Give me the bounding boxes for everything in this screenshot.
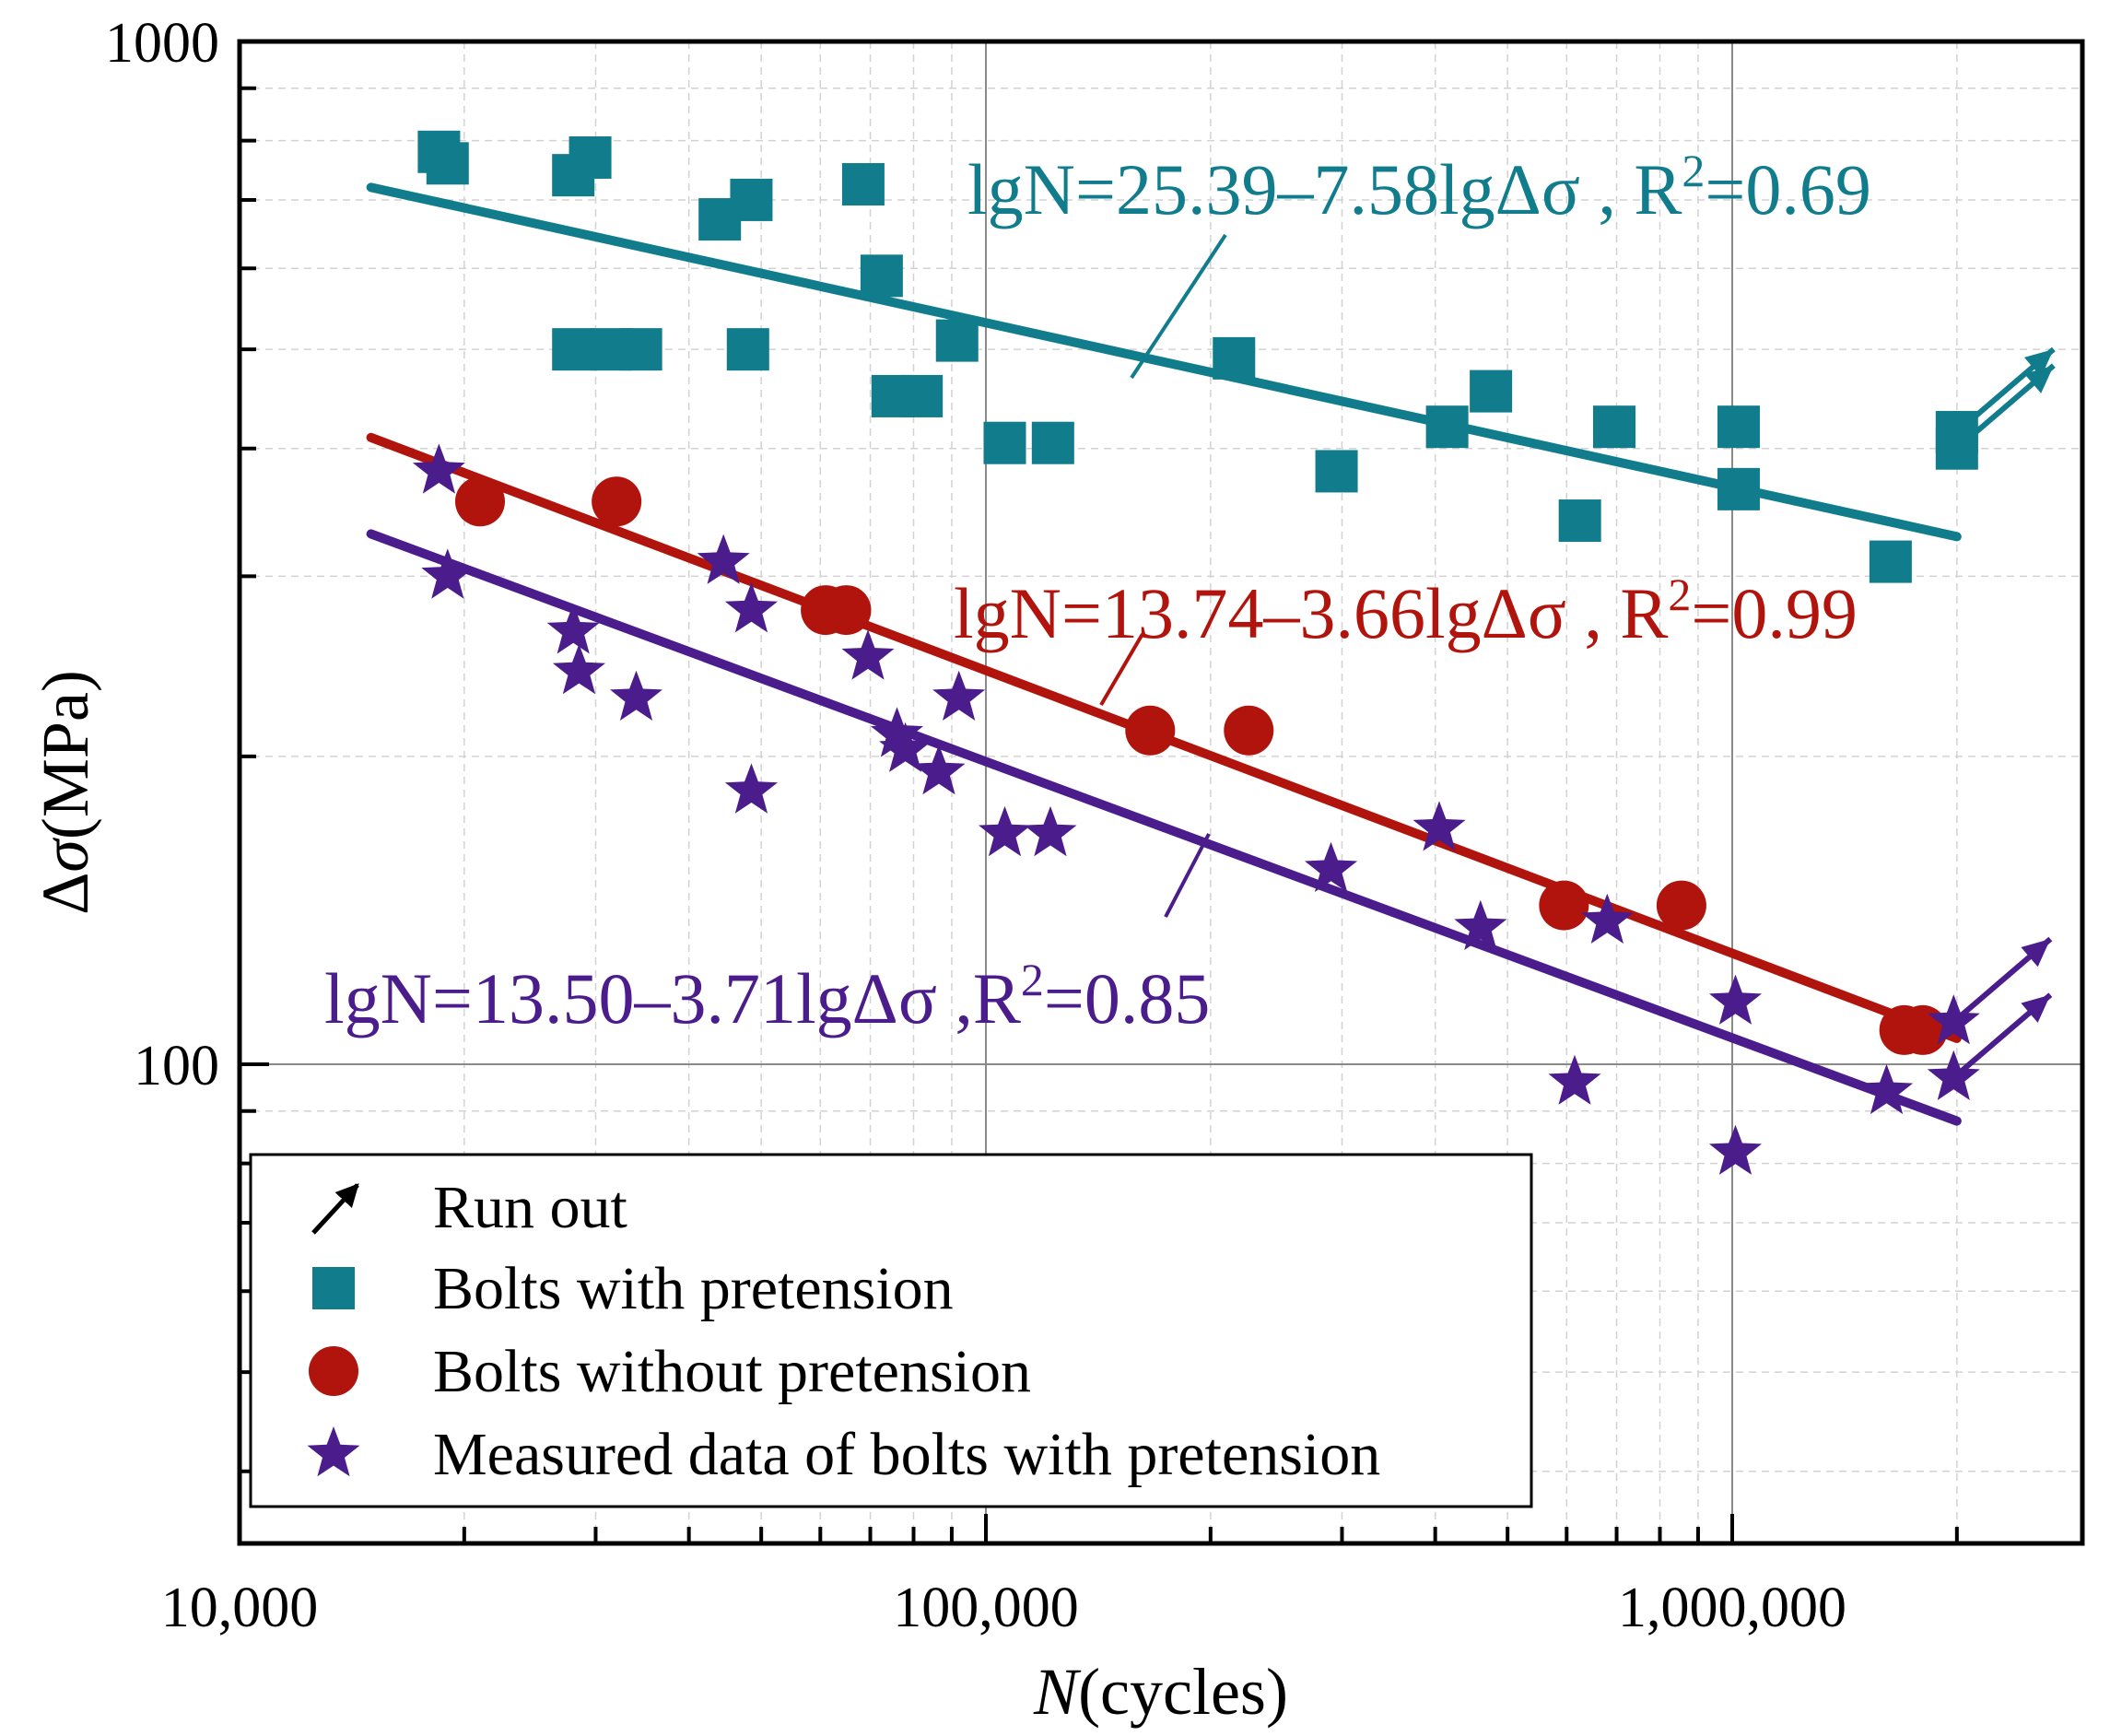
- square-point: [841, 163, 885, 206]
- y-tick-label: 1000: [105, 12, 219, 75]
- circle-point: [1539, 880, 1589, 931]
- legend-label: Measured data of bolts with pretension: [433, 1421, 1380, 1488]
- legend-star-icon: [307, 1426, 360, 1477]
- fit-equation-label: lgN=13.50–3.71lgΔσ ,R2=0.85: [324, 954, 1210, 1038]
- square-point: [860, 254, 903, 298]
- circle-point: [592, 476, 642, 527]
- star-point: [546, 604, 600, 654]
- axis-ticks: 10,000 100,000 1,000,000 100 1000: [105, 12, 1959, 1639]
- runout-arrowhead: [2021, 939, 2051, 968]
- y-axis-title: Δσ(MPa): [29, 670, 102, 915]
- star-point: [912, 745, 966, 795]
- circle-point: [1224, 705, 1274, 756]
- square-point: [1717, 405, 1760, 449]
- star-point: [1024, 805, 1077, 857]
- star-point: [1548, 1054, 1601, 1105]
- runout-arrowhead: [2021, 994, 2051, 1023]
- square-point: [1213, 336, 1256, 380]
- square-point: [1470, 369, 1513, 413]
- star-point: [1454, 899, 1507, 950]
- square-point: [730, 178, 773, 221]
- star-point: [870, 707, 923, 757]
- star-point: [1709, 1124, 1762, 1175]
- x-axis-title: N(cycles): [1033, 1655, 1288, 1729]
- legend-box: [249, 1153, 1533, 1508]
- y-tick-label: 100: [134, 1035, 219, 1097]
- star-point: [724, 763, 778, 814]
- circle-point: [1125, 705, 1176, 756]
- square-point: [983, 421, 1026, 464]
- square-point: [900, 374, 944, 417]
- legend-arrow-icon: [311, 1183, 359, 1235]
- legend-label: Bolts with pretension: [433, 1255, 954, 1322]
- star-point: [421, 548, 475, 599]
- runout-arrowhead: [2023, 348, 2054, 378]
- square-point: [726, 328, 769, 371]
- fit-equation-label: lgN=25.39–7.58lgΔσ , R2=0.69: [967, 145, 1871, 229]
- legend-label: Bolts without pretension: [433, 1338, 1031, 1405]
- star-point: [412, 443, 465, 494]
- equation-leader-line: [1164, 833, 1211, 918]
- star-point: [879, 721, 932, 772]
- square-point: [1558, 499, 1601, 543]
- square-point: [1593, 405, 1636, 449]
- legend-label: Run out: [433, 1174, 627, 1241]
- data-points: [412, 130, 1980, 1175]
- circle-point: [454, 476, 505, 527]
- square-point: [1031, 421, 1074, 464]
- star-point: [1580, 893, 1634, 944]
- square-point: [935, 319, 979, 362]
- square-point: [1315, 450, 1358, 493]
- x-tick-label: 100,000: [893, 1577, 1079, 1639]
- fit-equations: lgN=25.39–7.58lgΔσ , R2=0.69 lgN=13.74–3.…: [324, 145, 1871, 1038]
- runout-arrowhead: [2023, 365, 2054, 393]
- x-tick-label: 1,000,000: [1618, 1577, 1846, 1639]
- circle-point: [1897, 1004, 1948, 1055]
- equation-leader-line: [1130, 233, 1227, 380]
- plot-frame: [237, 39, 2085, 1546]
- square-point: [1425, 405, 1469, 449]
- star-point: [1860, 1063, 1914, 1115]
- star-point: [841, 629, 895, 680]
- square-point: [1717, 467, 1760, 510]
- fit-equation-label: lgN=13.74–3.66lgΔσ , R2=0.99: [954, 569, 1858, 653]
- star-point: [697, 534, 750, 584]
- square-point: [1869, 540, 1912, 583]
- square-point: [552, 328, 595, 371]
- runout-arrows: [1952, 346, 2056, 1080]
- star-point: [1305, 841, 1358, 892]
- square-point: [619, 328, 662, 371]
- equation-leader-line: [1099, 632, 1144, 707]
- legend-circle-icon: [309, 1346, 358, 1396]
- circle-point: [821, 585, 872, 636]
- square-point: [426, 142, 469, 185]
- legend-square-icon: [312, 1267, 355, 1309]
- square-point: [569, 135, 612, 179]
- x-tick-label: 10,000: [161, 1577, 319, 1639]
- star-point: [724, 582, 778, 633]
- legend: Run out Bolts with pretension Bolts withou…: [249, 1153, 1533, 1508]
- star-point: [552, 644, 605, 695]
- circle-point: [1656, 880, 1706, 931]
- star-point: [1413, 801, 1466, 851]
- star-point: [610, 670, 662, 721]
- star-point: [932, 670, 986, 721]
- star-point: [1709, 974, 1762, 1025]
- fit-line: [366, 529, 1962, 1126]
- star-point: [979, 805, 1031, 857]
- fit-line: [366, 182, 1962, 542]
